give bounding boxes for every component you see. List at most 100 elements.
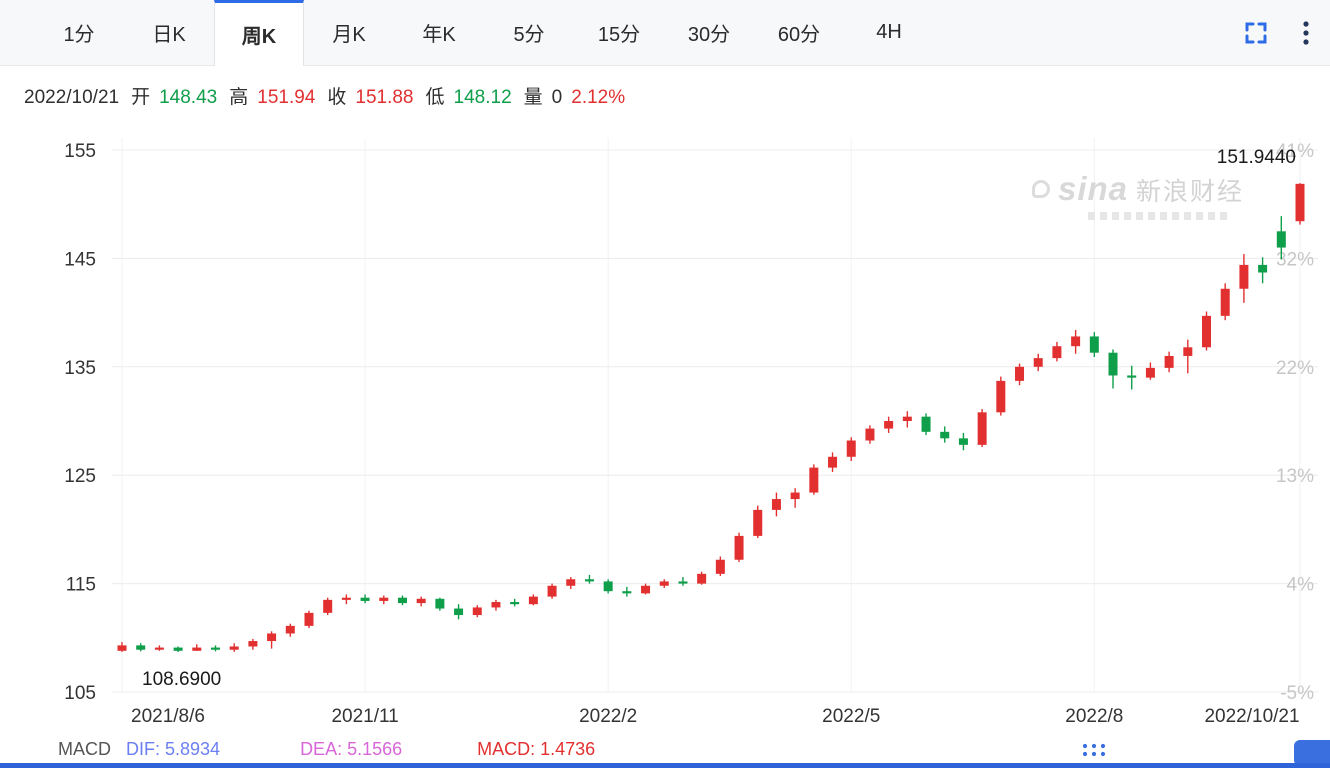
candle (715, 556, 725, 577)
candles (117, 183, 1305, 653)
candle (902, 411, 912, 428)
percent-axis-label: 22% (1276, 358, 1314, 379)
tab-4h[interactable]: 4H (844, 0, 934, 65)
x-axis-label: 2021/8/6 (131, 706, 205, 727)
tab-label: 1分 (63, 24, 95, 46)
percent-axis-label: 32% (1276, 249, 1314, 270)
bottom-accent-bar (0, 763, 1330, 768)
period-tabs: 1分 日K 周K 月K 年K 5分 15分 30分 60分 4H (0, 0, 934, 66)
chart-settings-button[interactable] (1294, 740, 1330, 766)
percent-axis-label: 41% (1276, 141, 1314, 162)
tab-label: 日K (152, 24, 186, 46)
dea-value: DEA: 5.1566 (300, 738, 403, 759)
open-label: 开 (131, 87, 151, 108)
candle (416, 596, 426, 607)
grid-lines (112, 138, 1318, 693)
macd-value: MACD: 1.4736 (477, 738, 596, 759)
tab-weekly-k[interactable]: 周K (214, 0, 304, 66)
kline-chart[interactable]: 2021/8/6 2021/11 2022/2 2022/5 2022/8 2022/10… (0, 120, 1330, 740)
tab-yearly-k[interactable]: 年K (394, 0, 484, 65)
candle (304, 610, 314, 629)
close-label: 收 (327, 87, 347, 108)
tab-30min[interactable]: 30分 (664, 0, 754, 65)
open-value: 148.43 (159, 87, 218, 108)
candle (958, 432, 968, 451)
candle (659, 579, 669, 588)
candle (397, 595, 407, 606)
candle (528, 594, 538, 606)
candle (641, 583, 651, 595)
candle (1164, 351, 1174, 373)
tab-15min[interactable]: 15分 (574, 0, 664, 65)
low-label: 低 (425, 87, 445, 108)
candle (154, 645, 164, 651)
candle (1183, 339, 1193, 374)
candle (472, 605, 482, 618)
candle (603, 579, 613, 594)
candle (865, 425, 875, 444)
percent-axis-label: 13% (1276, 466, 1314, 487)
candle (884, 416, 894, 433)
candle (828, 452, 838, 472)
tab-5min[interactable]: 5分 (484, 0, 574, 65)
candle (229, 643, 239, 652)
x-axis-label: 2022/5 (822, 706, 880, 727)
tab-label: 60分 (777, 24, 821, 46)
candle (136, 643, 146, 652)
candle (622, 586, 632, 597)
tab-label: 15分 (597, 24, 641, 46)
candle (435, 597, 445, 611)
tab-label: 月K (332, 24, 366, 46)
candle (809, 464, 819, 495)
axis-labels: 2021/8/6 2021/11 2022/2 2022/5 2022/8 2022/10… (64, 141, 1314, 727)
candle (547, 583, 557, 599)
tab-daily-k[interactable]: 日K (124, 0, 214, 65)
candle (1127, 365, 1137, 390)
candle (566, 577, 576, 590)
kebab-menu-icon[interactable] (1302, 20, 1310, 46)
candle (734, 532, 744, 562)
candle (977, 409, 987, 448)
candle (192, 644, 202, 651)
candle (491, 599, 501, 611)
candle (1089, 332, 1099, 358)
tab-monthly-k[interactable]: 月K (304, 0, 394, 65)
candle (117, 642, 127, 652)
candle (1033, 353, 1043, 372)
candle (360, 594, 370, 604)
candle (1220, 283, 1230, 321)
quote-summary: 2022/10/21 开 148.43 高 151.94 收 151.88 低 … (24, 82, 634, 109)
drag-handle-icon[interactable] (1081, 742, 1107, 763)
y-axis-label: 145 (64, 249, 96, 270)
tab-label: 周K (241, 26, 277, 48)
candle (173, 646, 183, 653)
candle (1258, 257, 1268, 284)
candle (1145, 362, 1155, 380)
candle (210, 645, 220, 652)
candle (341, 594, 351, 605)
fullscreen-icon[interactable] (1244, 21, 1268, 45)
candle (248, 638, 258, 650)
candle (678, 577, 688, 586)
x-axis-label: 2022/2 (579, 706, 637, 727)
indicator-name[interactable]: MACD (58, 738, 111, 759)
candle (1202, 311, 1212, 351)
high-label: 高 (229, 87, 249, 108)
candle (1071, 329, 1081, 354)
candle (584, 574, 594, 584)
tab-label: 年K (422, 24, 456, 46)
y-axis-label: 135 (64, 358, 96, 379)
volume-value: 0 (551, 87, 563, 108)
tab-label: 5分 (513, 24, 545, 46)
candle (379, 595, 389, 605)
candle (790, 488, 800, 508)
tab-60min[interactable]: 60分 (754, 0, 844, 65)
period-tabbar: 1分 日K 周K 月K 年K 5分 15分 30分 60分 4H (0, 0, 1330, 66)
candle (285, 623, 295, 637)
low-value: 148.12 (453, 87, 512, 108)
tab-1min[interactable]: 1分 (34, 0, 124, 65)
y-axis-label: 105 (64, 683, 96, 704)
candle (510, 598, 520, 607)
y-axis-label: 115 (66, 575, 96, 596)
